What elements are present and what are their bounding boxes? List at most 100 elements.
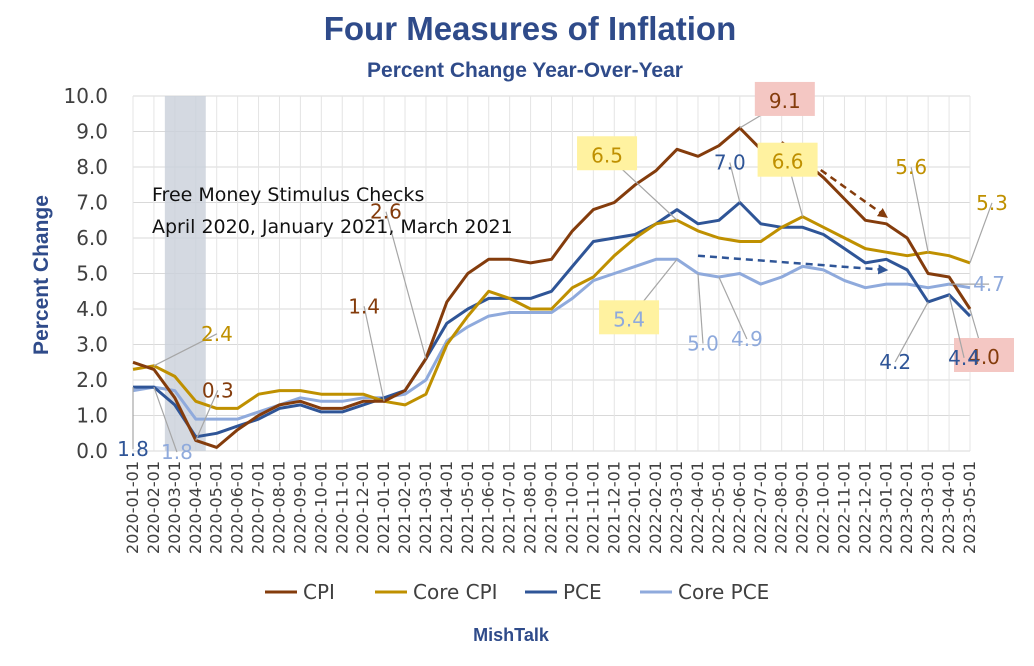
annotation-label: 6.5 <box>591 143 623 167</box>
x-tick-label: 2021-09-01 <box>542 461 561 554</box>
annotation-highlight <box>754 81 815 116</box>
annotation-label: 1.8 <box>117 437 149 461</box>
x-tick-label: 2020-02-01 <box>144 461 163 554</box>
legend: CPI Core CPI PCE Core PCE <box>265 580 769 604</box>
annotation-label: 5.4 <box>613 307 645 331</box>
y-tick-label: 6.0 <box>76 226 108 250</box>
annotation-label: 1.8 <box>161 440 193 464</box>
x-tick-label: 2023-01-01 <box>876 461 895 554</box>
leader-line <box>697 273 704 344</box>
leader-line <box>894 301 929 363</box>
annotation-core-cpi: 5.3 <box>969 191 1008 264</box>
leader-line <box>153 386 178 453</box>
x-tick-label: 2020-08-01 <box>269 461 288 554</box>
annotation-highlight <box>757 142 818 177</box>
x-tick-label: 2021-08-01 <box>521 461 540 554</box>
y-tick-label: 1.0 <box>76 404 108 428</box>
x-tick-label: 2023-05-01 <box>960 461 979 554</box>
series-line-core-cpi <box>132 215 971 410</box>
x-tick-label: 2021-02-01 <box>395 461 414 554</box>
annotation-label: 6.6 <box>772 150 804 174</box>
x-tick-label: 2023-03-01 <box>918 461 937 554</box>
gridlines <box>132 95 971 452</box>
x-tick-label: 2021-10-01 <box>562 461 581 554</box>
x-tick-label: 2021-04-01 <box>437 461 456 554</box>
annotation-label: 5.0 <box>687 332 719 356</box>
trend-arrow <box>697 254 889 275</box>
leader-line <box>363 306 385 402</box>
leader-line <box>969 202 993 264</box>
y-tick-label: 8.0 <box>76 155 108 179</box>
x-tick-label: 2020-05-01 <box>207 461 226 554</box>
annotation-core-cpi: 6.6 <box>757 142 818 217</box>
x-tick-label: 2022-12-01 <box>855 461 874 554</box>
chart-title: Four Measures of Inflation <box>324 10 737 47</box>
x-tick-label: 2022-02-01 <box>646 461 665 554</box>
annotation-core-pce: 4.9 <box>718 276 763 351</box>
x-tick-label: 2020-09-01 <box>290 461 309 554</box>
y-tick-label: 5.0 <box>76 262 108 286</box>
annotation-cpi: 9.1 <box>739 81 815 129</box>
annotation-label: 2.6 <box>370 200 402 224</box>
annotation-core-cpi: 5.6 <box>895 155 929 253</box>
annotation-label: 7.0 <box>714 151 746 175</box>
legend-label: Core PCE <box>678 580 769 604</box>
series-line-cpi <box>132 126 972 449</box>
trend-arrow <box>780 141 888 218</box>
annotation-label: 2.4 <box>201 322 233 346</box>
x-tick-label: 2020-07-01 <box>249 461 268 554</box>
leader-line <box>948 294 965 358</box>
x-tick-label: 2022-07-01 <box>751 461 770 554</box>
annotation-label: 0.3 <box>202 378 234 402</box>
note-line-1: Free Money Stimulus Checks <box>152 184 424 206</box>
annotation-label: 4.0 <box>968 345 1000 369</box>
x-tick-label: 2022-09-01 <box>793 461 812 554</box>
x-tick-label: 2021-05-01 <box>458 461 477 554</box>
annotation-label: 9.1 <box>769 89 801 113</box>
leader-line <box>153 333 218 367</box>
x-tick-label: 2020-10-01 <box>311 461 330 554</box>
y-tick-label: 0.0 <box>76 439 108 463</box>
x-tick-label: 2022-06-01 <box>730 461 749 554</box>
leader-line <box>195 390 219 441</box>
y-axis-label: Percent Change <box>30 195 53 355</box>
leader-line <box>910 167 929 253</box>
annotation-label: 4.9 <box>731 327 763 351</box>
x-tick-label: 2023-02-01 <box>897 461 916 554</box>
note-line-2: April 2020, January 2021, March 2021 <box>152 216 513 238</box>
x-tick-label: 2021-11-01 <box>583 461 602 554</box>
leader-line <box>718 276 748 340</box>
x-tick-label: 2021-01-01 <box>374 461 393 554</box>
y-axis-ticks: 0.0 1.0 2.0 3.0 4.0 5.0 6.0 7.0 8.0 9.0 10.0 <box>63 84 108 463</box>
x-tick-label: 2022-03-01 <box>667 461 686 554</box>
annotation-core-pce: 1.8 <box>153 386 193 464</box>
x-tick-label: 2022-10-01 <box>814 461 833 554</box>
x-tick-label: 2022-04-01 <box>688 461 707 554</box>
legend-label: CPI <box>303 580 335 604</box>
annotation-core-pce: 5.0 <box>687 273 719 356</box>
x-tick-label: 2020-04-01 <box>186 461 205 554</box>
y-tick-label: 9.0 <box>76 120 108 144</box>
x-tick-label: 2020-06-01 <box>228 461 247 554</box>
annotation-pce: 7.0 <box>714 151 746 203</box>
x-tick-label: 2021-12-01 <box>604 461 623 554</box>
chart-subtitle: Percent Change Year-Over-Year <box>367 59 683 82</box>
annotation-cpi: 0.3 <box>195 378 234 441</box>
x-tick-label: 2022-05-01 <box>709 461 728 554</box>
annotation-pce: 4.2 <box>879 301 929 374</box>
series-line-pce <box>133 201 972 439</box>
leader-line <box>385 211 427 359</box>
annotation-cpi: 1.4 <box>348 294 385 402</box>
legend-label: PCE <box>563 580 602 604</box>
y-tick-label: 2.0 <box>76 368 108 392</box>
x-axis-ticks: 2020-01-01 2020-02-01 2020-03-01 2020-04-01… <box>123 461 979 554</box>
annotation-highlight <box>599 300 660 335</box>
leader-line <box>729 162 741 203</box>
x-tick-label: 2020-11-01 <box>332 461 351 554</box>
annotation-label: 5.3 <box>976 191 1008 215</box>
annotation-core-cpi: 2.4 <box>153 322 233 367</box>
trend-arrows <box>697 141 889 275</box>
annotation-core-cpi: 6.5 <box>577 136 678 221</box>
x-tick-label: 2021-07-01 <box>500 461 519 554</box>
